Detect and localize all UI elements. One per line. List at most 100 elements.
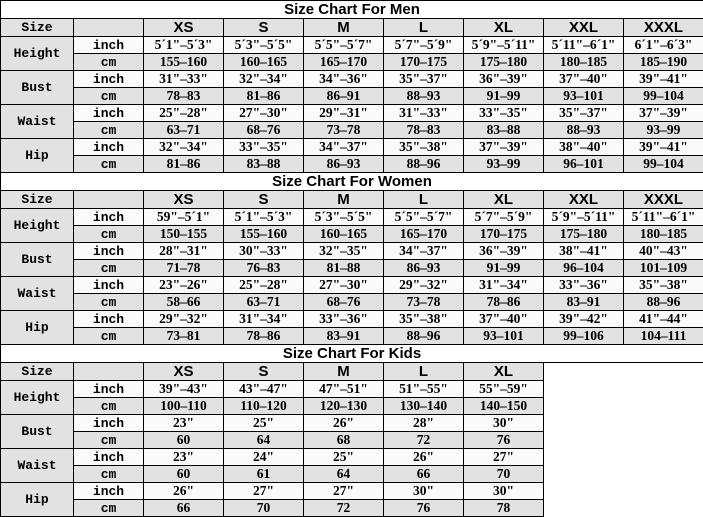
value-cell: 27"–30" [303,276,384,294]
column-header-xs: XS [143,18,224,37]
value-cell: 5´5"–5´7" [303,36,384,54]
value-cell: 81–86 [223,87,304,105]
value-cell: 23"–26" [143,276,224,294]
value-cell: 33"–35" [463,104,544,122]
value-cell: 24" [223,448,304,466]
value-cell: 31"–34" [463,276,544,294]
unit-label-inch: inch [73,104,144,122]
column-header-l: L [383,190,464,209]
value-cell: 76 [463,431,544,449]
unit-label-inch: inch [73,310,144,328]
blank-cell [73,190,144,209]
unit-label-inch: inch [73,138,144,156]
row-waist-inch: Waist inch 23" 24" 25" 26" 27" [0,448,703,483]
value-cell: 5´3"–5´5" [223,36,304,54]
value-cell: 47"–51" [303,380,384,398]
value-cell: 29"–32" [383,276,464,294]
value-cell: 96–101 [543,155,624,173]
value-cell: 59"–5´1" [143,208,224,226]
value-cell: 73–81 [143,327,224,345]
value-cell: 32"–35" [303,242,384,260]
unit-label-cm: cm [73,431,144,449]
value-cell: 140–150 [463,397,544,415]
section-title-row: Size Chart For Women [0,172,703,191]
value-cell: 76–83 [223,259,304,277]
value-cell: 28"–31" [143,242,224,260]
value-cell: 43"–47" [223,380,304,398]
row-hip-cm: cm 73–81 78–86 83–91 88–96 93–101 99–106 104–11… [1,327,703,345]
unit-label-inch: inch [73,380,144,398]
value-cell: 25" [223,414,304,432]
value-cell: 70 [223,499,304,517]
row-label-height: Height [0,36,74,71]
row-label-hip: Hip [0,310,74,345]
row-hip-cm: cm 81–86 83–88 86–93 88–96 93–99 96–101 99–104 [1,155,703,173]
column-header-xl: XL [463,18,544,37]
value-cell: 61 [223,465,304,483]
value-cell: 100–110 [143,397,224,415]
value-cell: 68–76 [223,121,304,139]
column-header-xl: XL [463,362,544,381]
row-waist-inch: Waist inch 25"–28" 27"–30" 29"–31" 31"–33" 33"… [0,104,703,139]
value-cell: 27" [223,482,304,500]
row-label-hip: Hip [0,482,74,517]
value-cell: 78 [463,499,544,517]
value-cell: 5´3"–5´5" [303,208,384,226]
value-cell: 26" [143,482,224,500]
row-label-bust: Bust [0,242,74,277]
row-height-inch: Height inch 5´1"–5´3" 5´3"–5´5" 5´5"–5´7" 5´7… [0,36,703,71]
value-cell: 160–165 [223,53,304,71]
value-cell: 175–180 [543,225,624,243]
value-cell: 63–71 [143,121,224,139]
row-height-inch: Height inch 39"–43" 43"–47" 47"–51" 51"–55" 55… [0,380,703,415]
value-cell: 31"–34" [223,310,304,328]
row-bust-inch: Bust inch 23" 25" 26" 28" 30" [0,414,703,449]
value-cell: 63–71 [223,293,304,311]
value-cell: 81–88 [303,259,384,277]
unit-label-cm: cm [73,53,144,71]
size-header-row: Size XS S M L XL XXL XXXL [0,18,703,37]
size-header-label: Size [0,190,74,209]
value-cell: 23" [143,414,224,432]
column-header-s: S [223,190,304,209]
value-cell: 34"–37" [383,242,464,260]
value-cell: 58–66 [143,293,224,311]
value-cell: 104–111 [622,327,703,345]
column-header-m: M [303,190,384,209]
value-cell: 6´1"–6´3" [622,36,703,54]
value-cell: 180–185 [622,225,703,243]
value-cell: 33"–35" [223,138,304,156]
row-waist-cm: cm 63–71 68–76 73–78 78–83 83–88 88–93 93–99 [1,121,703,139]
size-header-label: Size [0,362,74,381]
value-cell: 88–93 [383,87,464,105]
value-cell: 27" [463,448,544,466]
value-cell: 29"–32" [143,310,224,328]
value-cell: 31"–33" [383,104,464,122]
value-cell: 5´9"–5´11" [463,36,544,54]
value-cell: 26" [383,448,464,466]
value-cell: 5´11"–6´1" [622,208,703,226]
value-cell: 165–170 [383,225,464,243]
value-cell: 25"–28" [143,104,224,122]
size-chart-table-men: Size Chart For Men Size XS S M L XL XXL XXXL Heig… [0,0,703,173]
value-cell: 93–101 [543,87,624,105]
unit-label-inch: inch [73,448,144,466]
unit-label-cm: cm [73,397,144,415]
row-hip-cm: cm 66 70 72 76 78 [1,499,703,517]
value-cell: 64 [303,465,384,483]
column-header-s: S [223,18,304,37]
value-cell: 55"–59" [463,380,544,398]
unit-label-inch: inch [73,414,144,432]
value-cell: 88–96 [622,293,703,311]
value-cell: 110–120 [223,397,304,415]
blank-cell [73,362,144,381]
row-waist-cm: cm 60 61 64 66 70 [1,465,703,483]
value-cell: 66 [143,499,224,517]
value-cell: 30" [463,482,544,500]
value-cell: 5´1"–5´3" [143,36,224,54]
row-waist-cm: cm 58–66 63–71 68–76 73–78 78–86 83–91 88–96 [1,293,703,311]
value-cell: 93–101 [463,327,544,345]
section-title-men: Size Chart For Men [0,0,703,19]
value-cell: 33"–36" [303,310,384,328]
row-hip-inch: Hip inch 32"–34" 33"–35" 34"–37" 35"–38" 37"–3… [0,138,703,173]
